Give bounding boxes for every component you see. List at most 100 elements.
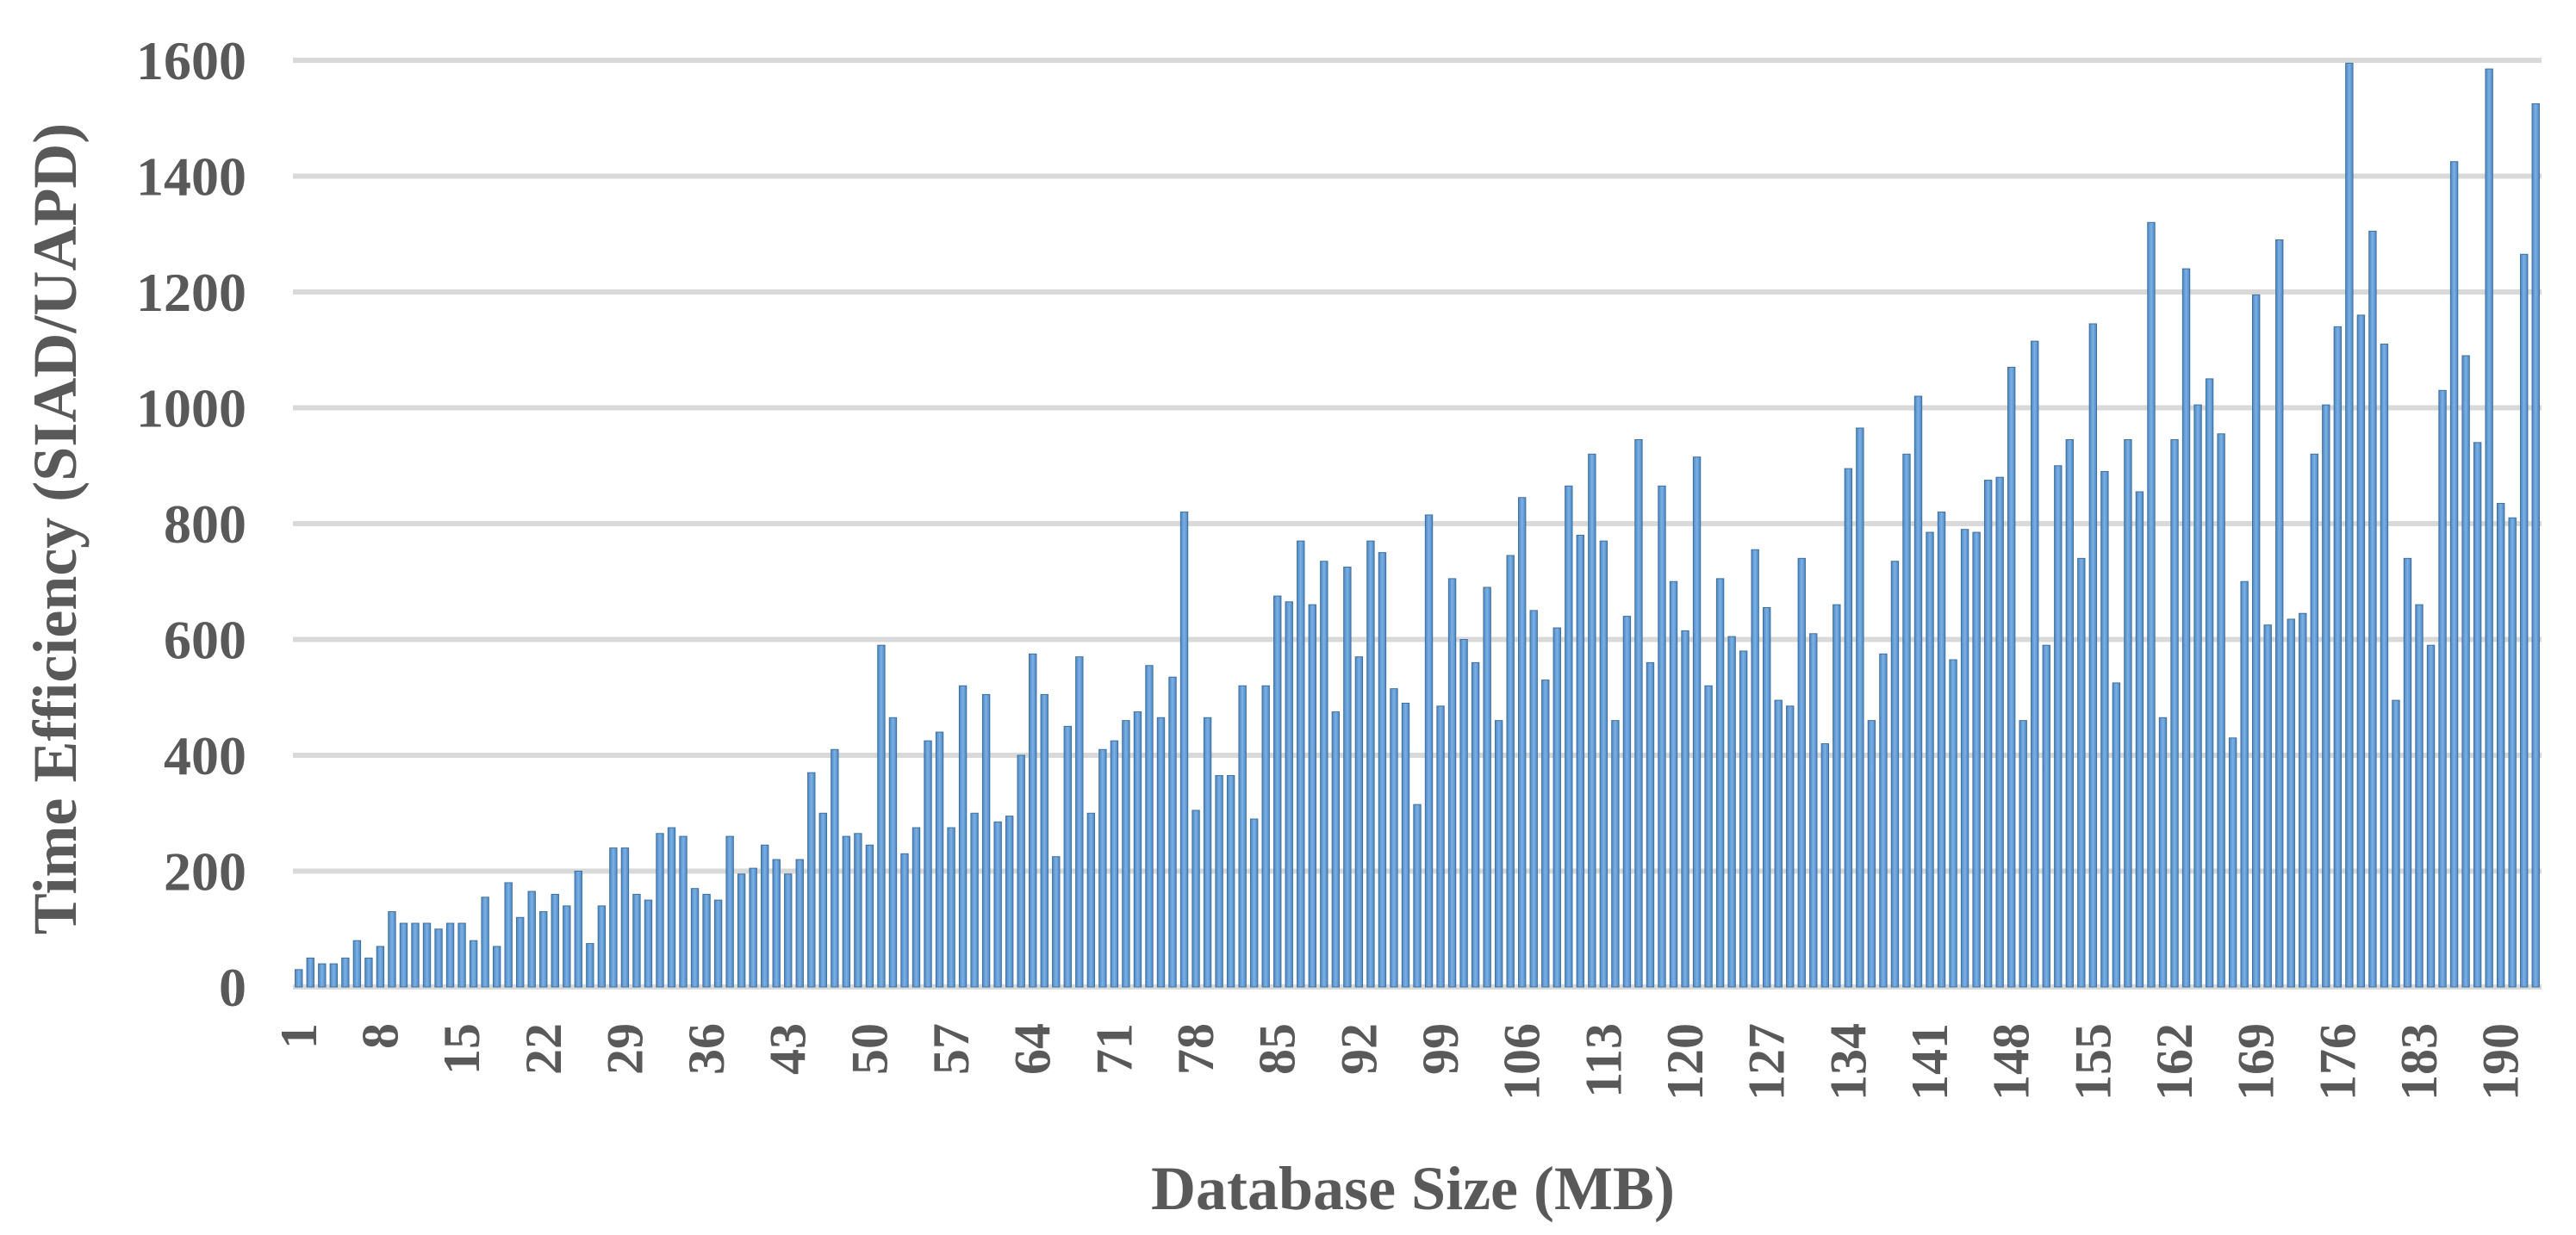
bar [1890, 561, 1900, 988]
bar [1960, 529, 1969, 988]
bar [1005, 816, 1014, 988]
bar [1168, 676, 1177, 988]
bar [2251, 294, 2261, 988]
x-tick-label: 141 [1901, 1023, 1958, 1101]
y-tick-label: 400 [164, 725, 246, 786]
x-tick-label: 8 [352, 1023, 408, 1049]
y-tick-label: 200 [164, 841, 246, 903]
bar [854, 833, 862, 988]
bar [2287, 618, 2295, 988]
bar [1424, 514, 1434, 988]
bar [1599, 540, 1608, 988]
bar [2333, 326, 2343, 988]
bar [1226, 775, 1235, 988]
bar [1658, 485, 1666, 988]
bar [1261, 685, 1270, 988]
bar [1029, 653, 1037, 988]
bar [2124, 438, 2132, 988]
bar [1820, 743, 1830, 988]
bar [1576, 534, 1585, 988]
bar [1797, 557, 1806, 988]
bar [2275, 239, 2284, 988]
bar [749, 867, 757, 988]
bar [295, 969, 303, 988]
bar [2392, 699, 2400, 988]
bar [1774, 699, 1783, 988]
bar [2181, 268, 2191, 988]
bar [888, 717, 898, 988]
bar [2310, 453, 2318, 988]
bar [1727, 636, 1736, 988]
bar [1063, 725, 1072, 988]
bar [1354, 656, 1364, 988]
bar [818, 812, 828, 988]
bar [912, 827, 921, 988]
bar [2368, 230, 2377, 988]
x-axis-ticks: 1 8 15 22 29 36 43 50 57 64 71 78 85 92 99 106 113 120 127… [271, 1023, 2529, 1101]
bar [1343, 566, 1352, 988]
bar [1308, 604, 1316, 988]
bar [1622, 616, 1632, 988]
bar [1273, 595, 1282, 988]
bar [1401, 702, 1410, 988]
x-tick-label: 92 [1330, 1023, 1387, 1075]
bar [737, 873, 746, 988]
bar [1715, 578, 1725, 988]
bar [761, 844, 769, 988]
bar [422, 922, 432, 988]
bar [2299, 612, 2307, 988]
x-tick-label: 29 [596, 1023, 653, 1075]
bar [1459, 639, 1468, 988]
bar [2426, 644, 2436, 988]
bar [690, 888, 700, 988]
bar [352, 940, 362, 988]
bar [958, 685, 968, 988]
bar [1529, 610, 1538, 988]
y-tick-label: 1200 [136, 262, 246, 323]
bar [481, 897, 489, 988]
bar [831, 748, 839, 988]
bar [2345, 62, 2354, 988]
bar [2088, 323, 2098, 988]
bar [2508, 517, 2517, 988]
bar [1017, 754, 1025, 988]
bar [877, 644, 886, 988]
bar [2415, 604, 2424, 988]
bar [2520, 253, 2529, 988]
bar [2403, 557, 2412, 988]
bar [1844, 468, 1853, 988]
x-tick-label: 43 [760, 1023, 817, 1075]
bar [2147, 221, 2156, 988]
bar [935, 731, 944, 988]
bar [702, 893, 711, 988]
x-tick-label: 15 [433, 1023, 490, 1075]
bar [632, 893, 641, 988]
x-tick-label: 127 [1739, 1023, 1795, 1101]
x-tick-label: 99 [1412, 1023, 1469, 1075]
bar [2054, 465, 2063, 988]
x-tick-label: 85 [1249, 1023, 1306, 1075]
bar [1249, 818, 1259, 988]
bar [457, 922, 466, 988]
bar [1110, 740, 1119, 988]
y-tick-label: 1400 [136, 146, 246, 208]
bar [725, 835, 734, 988]
bar [784, 873, 793, 988]
bar [1949, 659, 1957, 988]
x-axis-title: Database Size (MB) [1151, 1154, 1675, 1223]
bar [1436, 705, 1445, 988]
x-tick-label: 1 [271, 1023, 327, 1049]
bar [1972, 531, 1981, 988]
bar [1506, 555, 1515, 988]
bar [1739, 650, 1748, 988]
bar [1983, 480, 1993, 988]
bar [1995, 476, 2004, 988]
bar [1494, 720, 1503, 988]
bar [2031, 340, 2039, 988]
bar [1052, 856, 1061, 988]
bar [795, 859, 804, 988]
bar [1075, 656, 1084, 988]
bar [504, 882, 513, 988]
bar [947, 827, 955, 988]
bar [492, 946, 501, 988]
